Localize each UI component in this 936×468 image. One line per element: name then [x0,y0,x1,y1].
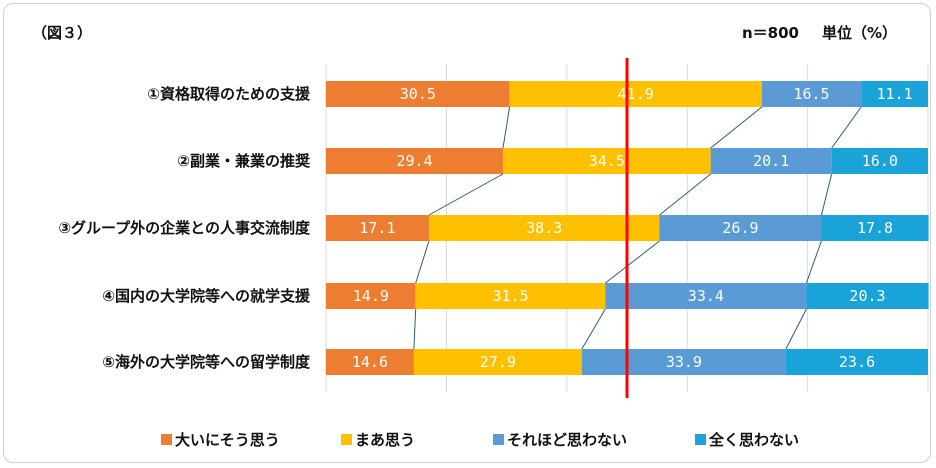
connector-lines [413,106,862,350]
data-label: 27.9 [480,353,516,371]
data-label: 23.6 [839,353,875,371]
data-label: 16.0 [862,152,898,170]
bar-segment [326,148,503,174]
bar-segment [509,81,762,107]
bar-segment [659,215,822,241]
data-label: 16.5 [793,85,829,103]
connector-line [820,173,833,216]
bar-segment [326,215,429,241]
data-label: 38.3 [526,219,562,237]
legend-label: まあ思う [355,431,415,449]
bar-segment [861,81,928,107]
data-label: 14.9 [353,287,389,305]
bar-segment [710,148,832,174]
data-label: 17.8 [857,219,893,237]
connector-line [502,106,511,149]
category-labels: ①資格取得のための支援 ②副業・兼業の推奨 ③グループ外の企業との人事交流制度 ④国内… [58,85,311,371]
data-label: 41.9 [618,85,654,103]
legend-swatch [341,434,352,445]
connector-line [581,308,606,350]
data-label: 34.5 [589,152,625,170]
data-label: 17.1 [359,219,395,237]
sample-size: n＝800 [742,24,799,42]
connector-line [831,106,862,149]
data-label: 33.4 [688,287,724,305]
data-label: 30.5 [400,85,436,103]
connector-line [659,173,711,216]
bar-segment [581,349,786,375]
bar-segment [428,215,660,241]
data-label: 20.3 [849,287,885,305]
data-label: 26.9 [722,219,758,237]
figure-label: （図３） [32,24,93,42]
category-label: ④国内の大学院等への就学支援 [102,287,311,305]
unit-label: 単位（%） [822,24,898,42]
value-labels: 30.5 41.9 16.5 11.1 29.4 34.5 20.1 16.0 17.1 38.3… [352,85,913,371]
bar-segment [326,283,416,309]
bar-segment [831,148,928,174]
connector-line [805,240,822,284]
legend-swatch [493,434,504,445]
connector-line [428,173,504,216]
legend-label: 全く思わない [708,431,799,449]
bar-segment [821,215,929,241]
legend-label: それほど思わない [507,431,627,449]
data-label: 11.1 [877,85,913,103]
legend-swatch [695,434,706,445]
connector-line [415,240,430,284]
bar-segment [413,349,582,375]
connector-line [413,308,417,350]
legend-swatch [161,434,172,445]
category-label: ②副業・兼業の推奨 [177,152,311,170]
bar-segment [326,349,414,375]
category-label: ⑤海外の大学院等への留学制度 [102,353,311,371]
connector-line [785,308,807,350]
legend-label: 大いにそう思う [175,431,280,449]
bar-segment [415,283,606,309]
connector-line [605,240,660,284]
bar-segment [761,81,862,107]
data-label: 33.9 [666,353,702,371]
connector-line [710,106,763,149]
data-label: 14.6 [352,353,388,371]
legend: 大いにそう思う まあ思う それほど思わない 全く思わない [161,431,799,449]
bar-segment [605,283,807,309]
bar-segments [326,81,929,375]
category-label: ①資格取得のための支援 [147,85,311,103]
bar-segment [502,148,711,174]
category-label: ③グループ外の企業との人事交流制度 [58,219,311,237]
bar-segment [326,81,510,107]
bar-segment [806,283,929,309]
data-label: 31.5 [492,287,528,305]
bar-segment [785,349,928,375]
data-label: 29.4 [396,152,432,170]
data-label: 20.1 [753,152,789,170]
